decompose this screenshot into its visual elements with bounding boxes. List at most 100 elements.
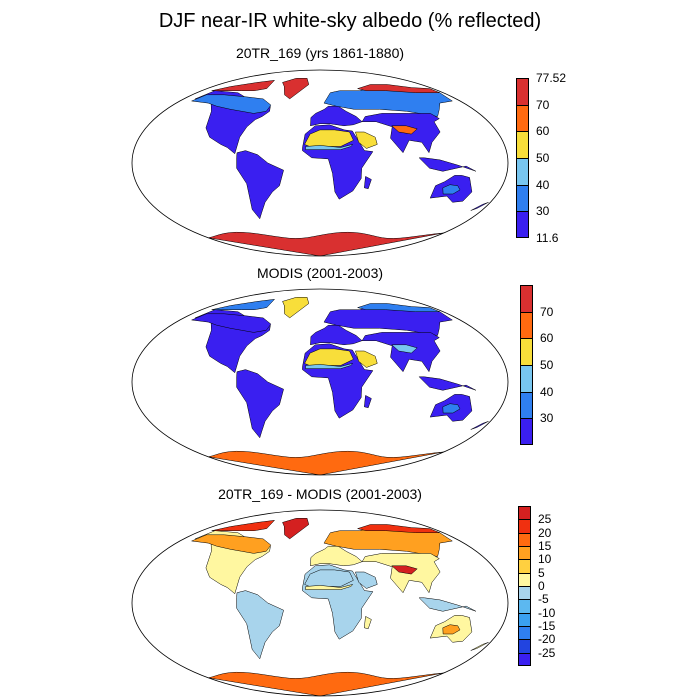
map-land	[190, 297, 489, 475]
region-arctic_lands	[356, 84, 440, 93]
region-desert	[355, 131, 378, 149]
colorbar-label: -5	[538, 592, 549, 607]
colorbar-tick	[518, 572, 531, 574]
region-midlat	[364, 395, 372, 409]
colorbar-tick	[518, 652, 531, 654]
region-greenland	[282, 518, 310, 540]
colorbar-segment	[518, 599, 531, 613]
colorbar-label: 60	[536, 124, 550, 139]
region-midlat	[470, 642, 489, 651]
colorbar-label: 77.52	[536, 71, 567, 85]
region-tropics	[236, 150, 284, 220]
region-arctic_lands	[356, 303, 440, 312]
map-obs	[131, 288, 509, 476]
region-antarctica	[208, 450, 445, 475]
map-diff	[131, 509, 509, 697]
colorbar-label: 60	[540, 331, 554, 346]
colorbar-label: 0	[538, 579, 545, 593]
map-model	[131, 69, 509, 257]
colorbar-label: 50	[540, 358, 554, 372]
region-boreal	[323, 306, 453, 336]
region-boreal	[323, 527, 453, 557]
region-antarctica	[208, 231, 445, 256]
region-midlat	[361, 553, 441, 594]
colorbar-tick	[518, 612, 531, 614]
map-border	[131, 69, 509, 257]
region-desert_edge	[305, 583, 354, 590]
colorbar-segment	[520, 391, 533, 419]
colorbar-label: -10	[538, 605, 556, 620]
region-tropics	[418, 597, 477, 612]
region-aus_center	[442, 624, 461, 635]
colorbar-tick	[518, 639, 531, 641]
colorbar-label: 30	[540, 411, 554, 426]
map-land	[190, 518, 489, 696]
colorbar-segment	[516, 158, 529, 185]
region-aus_center	[442, 184, 461, 195]
colorbar-segment	[518, 586, 531, 600]
region-arctic_lands	[211, 298, 276, 310]
colorbar-tick	[518, 519, 531, 521]
colorbar-tick	[518, 559, 531, 561]
panel-title-obs: MODIS (2001-2003)	[256, 265, 384, 281]
map-border	[131, 288, 509, 476]
colorbar-segment	[518, 506, 531, 520]
colorbar-segment	[520, 285, 533, 312]
region-midlat	[310, 545, 363, 567]
region-tibet	[391, 565, 418, 575]
region-aus_center	[442, 403, 461, 414]
region-greenland	[282, 297, 310, 319]
colorbar-tick	[518, 599, 531, 601]
colorbar-tick	[516, 131, 529, 133]
colorbar-tick	[520, 338, 533, 340]
colorbar-label: -25	[538, 645, 556, 660]
colorbar-segment	[518, 652, 531, 666]
region-desert_edge	[305, 362, 354, 369]
region-tropics	[418, 376, 477, 391]
colorbar-label: 70	[536, 97, 550, 112]
colorbar-label: 5	[538, 565, 545, 580]
region-midlat	[470, 202, 489, 211]
colorbar-label: 40	[536, 177, 550, 192]
colorbar-tick	[518, 586, 531, 587]
region-tropics	[236, 590, 284, 660]
map-border	[131, 509, 509, 697]
colorbar-tick	[516, 158, 529, 159]
region-greenland	[282, 78, 310, 100]
colorbar-tick	[516, 184, 529, 186]
colorbar-segment	[516, 78, 529, 105]
region-antarctica	[208, 671, 445, 696]
region-arctic_lands	[211, 519, 276, 531]
region-midlat	[470, 421, 489, 430]
region-boreal	[190, 313, 272, 333]
colorbar-tick	[520, 311, 533, 313]
region-desert	[355, 571, 378, 589]
colorbar-tick	[516, 211, 529, 213]
colorbar-tick	[516, 104, 529, 106]
colorbar-segment	[520, 365, 533, 392]
colorbar-tick	[520, 391, 533, 393]
region-midlat	[361, 113, 441, 154]
colorbar-tick	[518, 532, 531, 534]
colorbar-label: 70	[540, 304, 554, 319]
colorbar-segment	[520, 311, 533, 339]
colorbar-segment	[518, 626, 531, 640]
region-boreal	[190, 534, 272, 554]
colorbar-tick	[520, 365, 533, 366]
region-midlat	[310, 105, 363, 127]
colorbar-segment	[520, 418, 533, 445]
colorbar-label: 25	[538, 512, 552, 527]
colorbar-label: 11.6	[536, 231, 559, 245]
region-midlat	[364, 176, 372, 190]
colorbar-segment	[518, 559, 531, 573]
region-boreal	[190, 94, 272, 114]
colorbar-tick	[520, 418, 533, 420]
map-land	[190, 78, 489, 256]
region-midlat	[361, 332, 441, 373]
colorbar-label: 20	[538, 525, 552, 540]
colorbar-segment	[516, 131, 529, 158]
region-boreal	[323, 87, 453, 117]
colorbar-label: 50	[536, 151, 550, 165]
panel-title-model: 20TR_169 (yrs 1861-1880)	[235, 45, 405, 61]
colorbar-segment	[518, 572, 531, 586]
